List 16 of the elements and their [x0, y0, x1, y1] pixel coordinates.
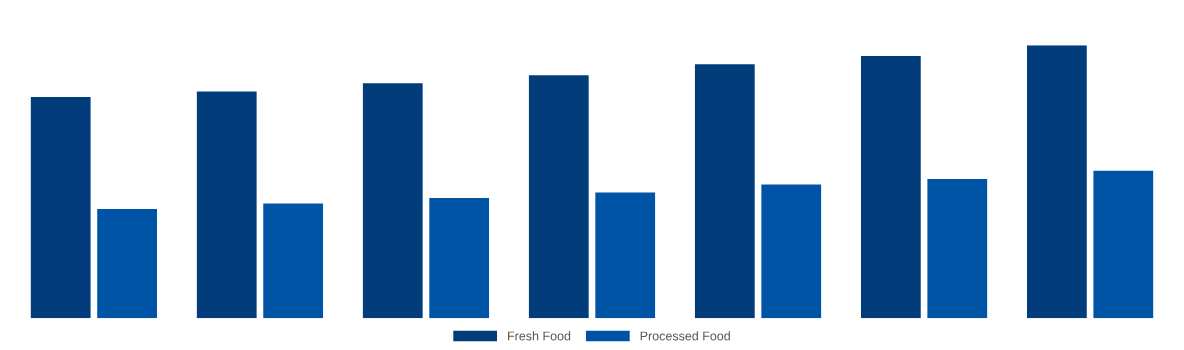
bar: [362, 83, 423, 319]
legend-label: Fresh Food: [508, 331, 571, 341]
bar: [429, 198, 490, 319]
bar: [1093, 170, 1154, 319]
bar: [761, 184, 822, 319]
bar: [528, 75, 589, 319]
bar: [595, 192, 656, 319]
bar: [860, 56, 921, 319]
bar: [1027, 45, 1087, 319]
bar: [694, 64, 755, 319]
bar: [263, 203, 324, 319]
bar: [97, 208, 157, 319]
legend-label: Processed Food: [640, 331, 730, 341]
bar: [196, 91, 257, 319]
bar: [927, 178, 988, 319]
bar: [30, 97, 91, 319]
